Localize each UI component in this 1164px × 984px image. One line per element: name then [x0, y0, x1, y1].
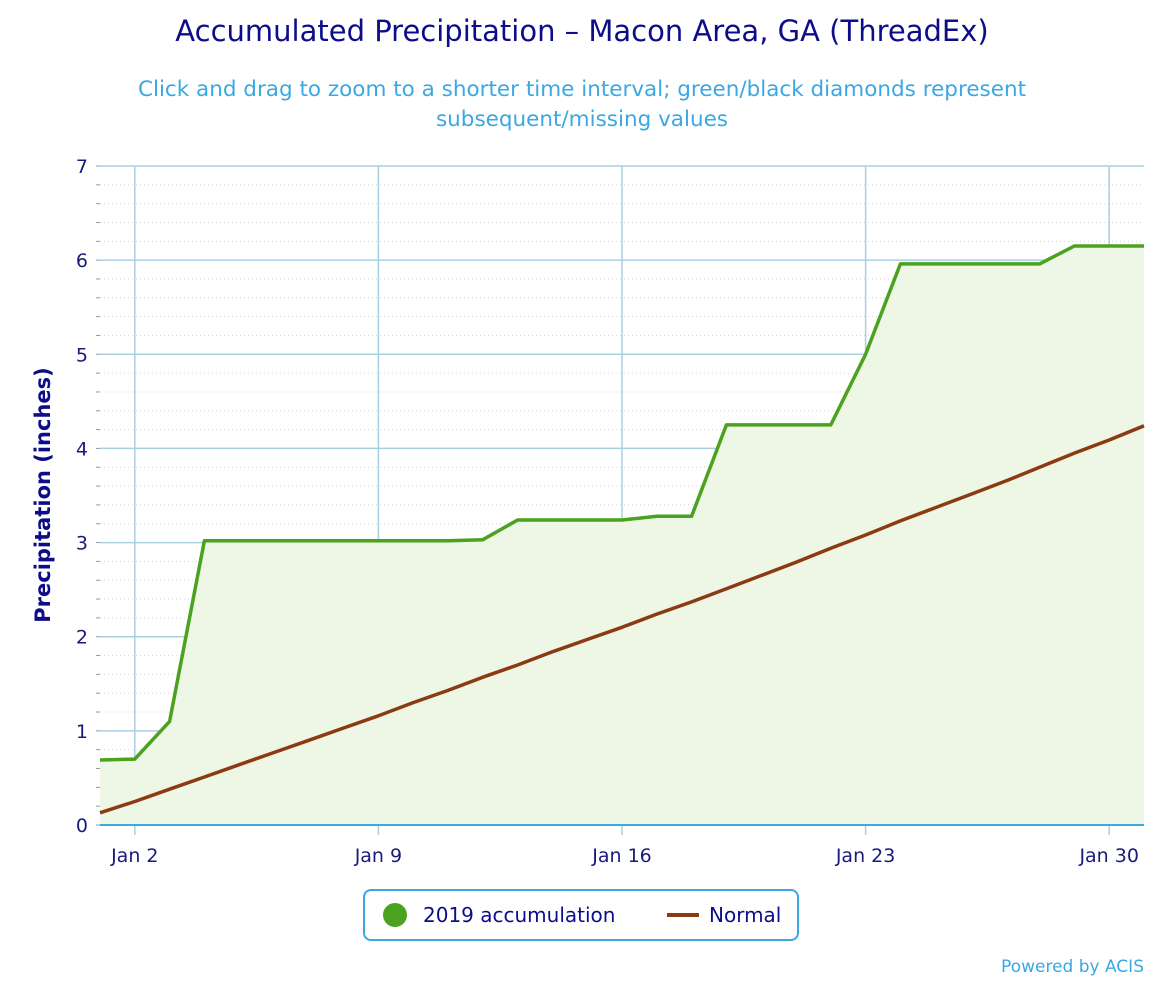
- data-point: [271, 750, 277, 756]
- credits-link[interactable]: Powered by ACIS: [1001, 957, 1144, 977]
- chart-title: Accumulated Precipitation – Macon Area, …: [175, 14, 989, 48]
- data-point: [1106, 243, 1112, 249]
- data-point: [341, 538, 347, 544]
- data-point: [132, 756, 138, 762]
- data-point: [480, 537, 486, 543]
- axes: 0 1 2 3 4 5 6 7 Jan 2 Jan 9 Jan 16 Jan 23 Jan 30: [76, 156, 1144, 867]
- legend-label: 2019 accumulation: [423, 903, 616, 927]
- data-point: [723, 586, 729, 592]
- data-point: [271, 538, 277, 544]
- data-point: [410, 538, 416, 544]
- data-point: [654, 513, 660, 519]
- legend-label: Normal: [709, 903, 782, 927]
- data-point: [1002, 261, 1008, 267]
- x-tick-label: Jan 23: [835, 845, 896, 867]
- x-tick-label: Jan 30: [1078, 845, 1139, 867]
- data-point: [201, 538, 207, 544]
- data-point: [863, 351, 869, 357]
- x-tick-label: Jan 2: [110, 845, 158, 867]
- data-point: [932, 505, 938, 511]
- data-point: [515, 662, 521, 668]
- data-point: [1141, 423, 1147, 429]
- legend-item-2019-accumulation[interactable]: 2019 accumulation: [383, 891, 615, 939]
- data-point: [584, 517, 590, 523]
- data-point: [549, 517, 555, 523]
- data-point: [863, 532, 869, 538]
- data-point: [549, 649, 555, 655]
- data-point: [689, 513, 695, 519]
- data-point: [97, 757, 103, 763]
- x-tick-label: Jan 16: [591, 845, 652, 867]
- data-point: [445, 538, 451, 544]
- data-point: [967, 492, 973, 498]
- series-line-normal: [99, 424, 1145, 815]
- data-point: [1106, 437, 1112, 443]
- data-point: [1037, 464, 1043, 470]
- data-point: [167, 786, 173, 792]
- data-point: [167, 718, 173, 724]
- data-point: [445, 687, 451, 693]
- data-point: [758, 573, 764, 579]
- data-point: [758, 422, 764, 428]
- x-tick-label: Jan 9: [354, 845, 402, 867]
- y-tick-label: 0: [76, 815, 88, 837]
- data-point: [306, 737, 312, 743]
- y-tick-label: 3: [76, 533, 88, 555]
- legend-marker-icon: [383, 903, 407, 927]
- series-layer: [97, 243, 1147, 825]
- chart-subtitle: Click and drag to zoom to a shorter time…: [137, 77, 1027, 132]
- data-point: [306, 538, 312, 544]
- data-point: [619, 517, 625, 523]
- data-point: [132, 799, 138, 805]
- series-line-2019-accumulation: [99, 244, 1144, 762]
- data-point: [723, 422, 729, 428]
- data-point: [828, 545, 834, 551]
- data-point: [375, 538, 381, 544]
- data-point: [1141, 243, 1147, 249]
- y-axis-title: Precipitation (inches): [31, 367, 55, 623]
- data-point: [236, 538, 242, 544]
- data-point: [375, 713, 381, 719]
- y-tick-label: 5: [76, 344, 88, 366]
- data-point: [480, 674, 486, 680]
- data-point: [897, 518, 903, 524]
- data-point: [897, 261, 903, 267]
- y-tick-label: 1: [76, 721, 88, 743]
- y-tick-label: 2: [76, 627, 88, 649]
- y-tick-label: 6: [76, 250, 88, 272]
- data-point: [341, 725, 347, 731]
- legend-item-normal[interactable]: Normal: [667, 891, 781, 939]
- data-point: [1071, 243, 1077, 249]
- series-area-2019-accumulation: [100, 246, 1144, 825]
- data-point: [410, 700, 416, 706]
- y-tick-label: 4: [76, 438, 88, 460]
- data-point: [584, 637, 590, 643]
- legend: 2019 accumulation Normal: [363, 889, 799, 941]
- legend-line-icon: [667, 913, 699, 917]
- data-point: [1037, 261, 1043, 267]
- y-tick-label: 7: [76, 156, 88, 178]
- data-point: [828, 422, 834, 428]
- data-point: [793, 422, 799, 428]
- data-point: [932, 261, 938, 267]
- data-point: [967, 261, 973, 267]
- data-point: [1071, 450, 1077, 456]
- data-point: [236, 762, 242, 768]
- data-point: [654, 611, 660, 617]
- data-point: [689, 599, 695, 605]
- data-point: [619, 624, 625, 630]
- data-point: [1002, 478, 1008, 484]
- data-point: [515, 517, 521, 523]
- data-point: [793, 559, 799, 565]
- data-point: [201, 774, 207, 780]
- data-point: [97, 810, 103, 816]
